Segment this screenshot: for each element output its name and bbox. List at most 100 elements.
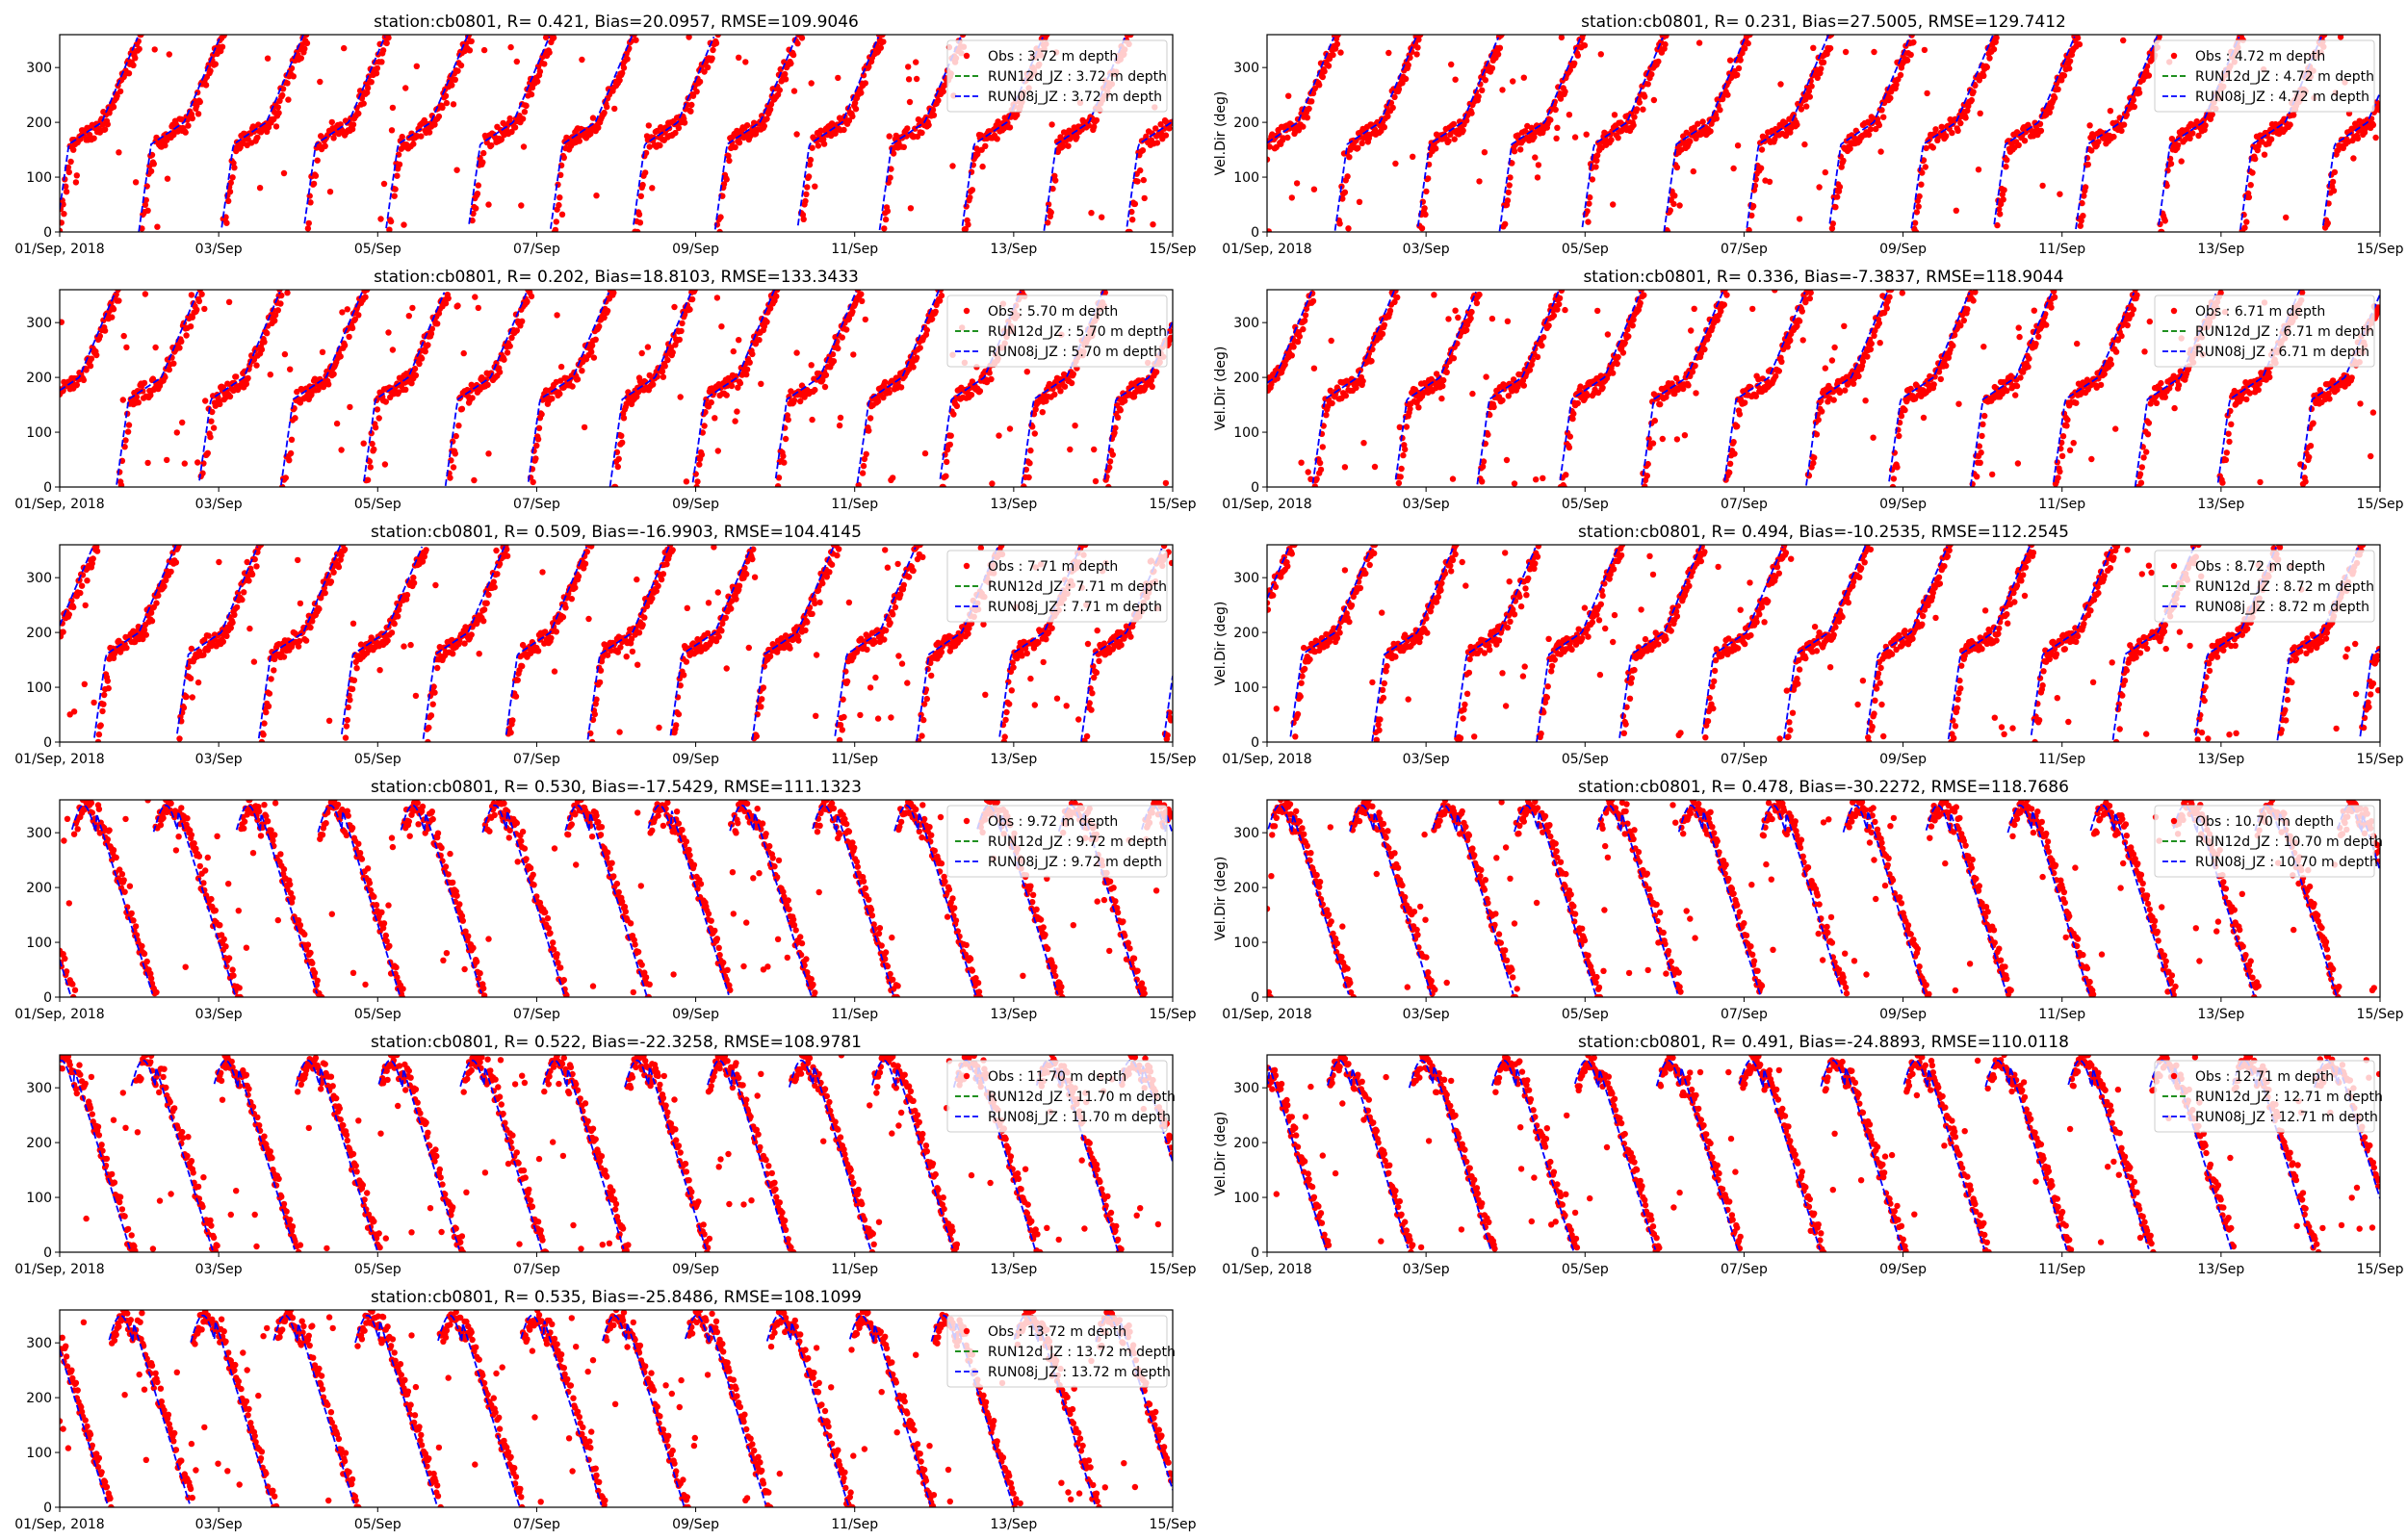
obs-point [1385,113,1391,120]
plot-area [60,35,1173,232]
obs-point [1911,219,1919,226]
obs-point [229,174,236,181]
obs-point [341,342,349,348]
obs-point [1943,362,1950,370]
obs-point [822,372,830,378]
obs-point [1723,292,1730,298]
obs-point [307,199,314,206]
obs-point [396,161,403,167]
obs-point [1293,180,1301,187]
obs-point [785,416,791,424]
obs-point [344,306,350,313]
obs-point [761,122,767,130]
obs-point [2283,214,2290,221]
obs-point [179,419,186,426]
obs-point [1305,469,1311,475]
obs-point [1445,316,1452,322]
obs-point [1673,436,1681,443]
obs-point [1734,142,1742,149]
obs-point [552,226,559,232]
obs-point [713,295,721,301]
obs-point [1693,390,1699,397]
obs-point [2073,399,2080,406]
obs-point [458,405,466,412]
obs-point [65,164,72,171]
obs-point [1701,346,1708,353]
obs-point [310,180,318,188]
obs-point [93,351,100,359]
obs-point [1642,93,1648,100]
obs-point [994,136,1000,142]
obs-point [418,355,426,362]
legend-entry: RUN08j_JZ : 5.70 m depth [988,345,1162,360]
y-axis-label: Vel.Dir (deg) [1213,346,1229,431]
obs-point [815,142,822,149]
obs-point [1820,59,1827,65]
obs-point [1775,368,1783,374]
obs-point [880,394,887,401]
obs-point [2107,108,2114,115]
obs-point [452,450,458,457]
obs-point [646,143,653,150]
obs-point [225,197,232,205]
obs-point [1528,124,1536,131]
obs-point [1891,449,1899,456]
obs-point [1093,116,1100,124]
obs-point [1134,178,1141,185]
obs-point [369,440,375,448]
obs-point [125,70,133,77]
obs-point [720,181,728,188]
obs-point [1310,365,1318,372]
obs-point [1545,322,1552,329]
obs-point [1268,380,1275,388]
obs-point [339,309,346,316]
obs-point [1597,51,1605,58]
obs-point [639,181,646,189]
obs-point [1476,291,1483,298]
obs-point [412,372,420,379]
obs-point [1552,106,1559,114]
obs-point [1876,121,1883,129]
obs-point [1621,340,1628,346]
obs-point [1417,35,1424,38]
obs-point [1649,440,1657,447]
obs-point [1890,475,1898,482]
obs-point [1808,83,1815,90]
obs-point [1490,403,1497,411]
obs-point [154,223,161,230]
obs-point [1267,156,1271,163]
obs-point [849,113,856,120]
obs-point [1400,451,1407,459]
obs-point [2110,133,2117,141]
obs-point [1842,387,1849,394]
obs-point [1993,35,2000,41]
obs-point [1057,388,1064,395]
obs-point [1300,123,1307,130]
obs-point [364,90,371,96]
obs-point [1594,152,1601,159]
obs-point [634,394,640,400]
obs-point [804,184,811,191]
obs-point [588,348,595,355]
x-tick-label: 01/Sep, 2018 [14,497,104,512]
obs-point [1421,205,1428,212]
obs-point [759,113,765,119]
obs-point [1583,131,1590,138]
obs-point [166,51,172,58]
obs-point [1344,173,1351,180]
obs-point [1468,308,1475,316]
run08j-series-line [1267,35,2380,232]
obs-point [2245,193,2253,201]
obs-point [1705,332,1713,339]
obs-point [637,192,644,199]
obs-point [274,307,281,314]
obs-point [256,185,264,192]
obs-point [835,74,841,82]
obs-point [380,180,388,188]
obs-point [1139,147,1147,154]
obs-point [1669,380,1675,387]
obs-point [1651,417,1659,424]
run08j-series-line [60,35,1173,232]
obs-point [2131,103,2137,111]
obs-point [1425,175,1432,182]
